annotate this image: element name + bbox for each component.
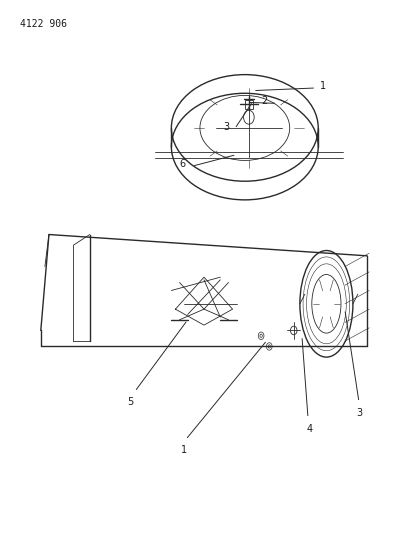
Circle shape <box>268 345 271 348</box>
Text: 3: 3 <box>357 408 363 418</box>
Text: 5: 5 <box>127 397 134 407</box>
Text: 4: 4 <box>306 424 313 434</box>
Circle shape <box>290 326 297 335</box>
Text: 3: 3 <box>223 122 229 132</box>
Text: 4122 906: 4122 906 <box>20 19 67 29</box>
Circle shape <box>266 343 272 350</box>
Text: 1: 1 <box>320 82 326 91</box>
Text: 1: 1 <box>180 445 187 455</box>
Circle shape <box>258 332 264 340</box>
Text: 6: 6 <box>180 159 186 169</box>
Text: 2: 2 <box>261 96 267 106</box>
Circle shape <box>244 110 254 124</box>
Bar <box>245 100 253 109</box>
Circle shape <box>260 334 262 337</box>
